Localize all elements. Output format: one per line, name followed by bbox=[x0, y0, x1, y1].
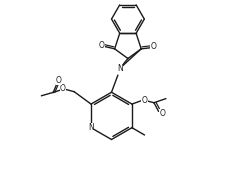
Text: O: O bbox=[141, 96, 147, 105]
Text: O: O bbox=[159, 109, 164, 118]
Text: O: O bbox=[56, 76, 61, 85]
Text: O: O bbox=[99, 40, 105, 50]
Text: N: N bbox=[117, 64, 122, 73]
Text: N: N bbox=[88, 123, 94, 132]
Text: O: O bbox=[150, 42, 156, 51]
Text: O: O bbox=[60, 84, 66, 93]
